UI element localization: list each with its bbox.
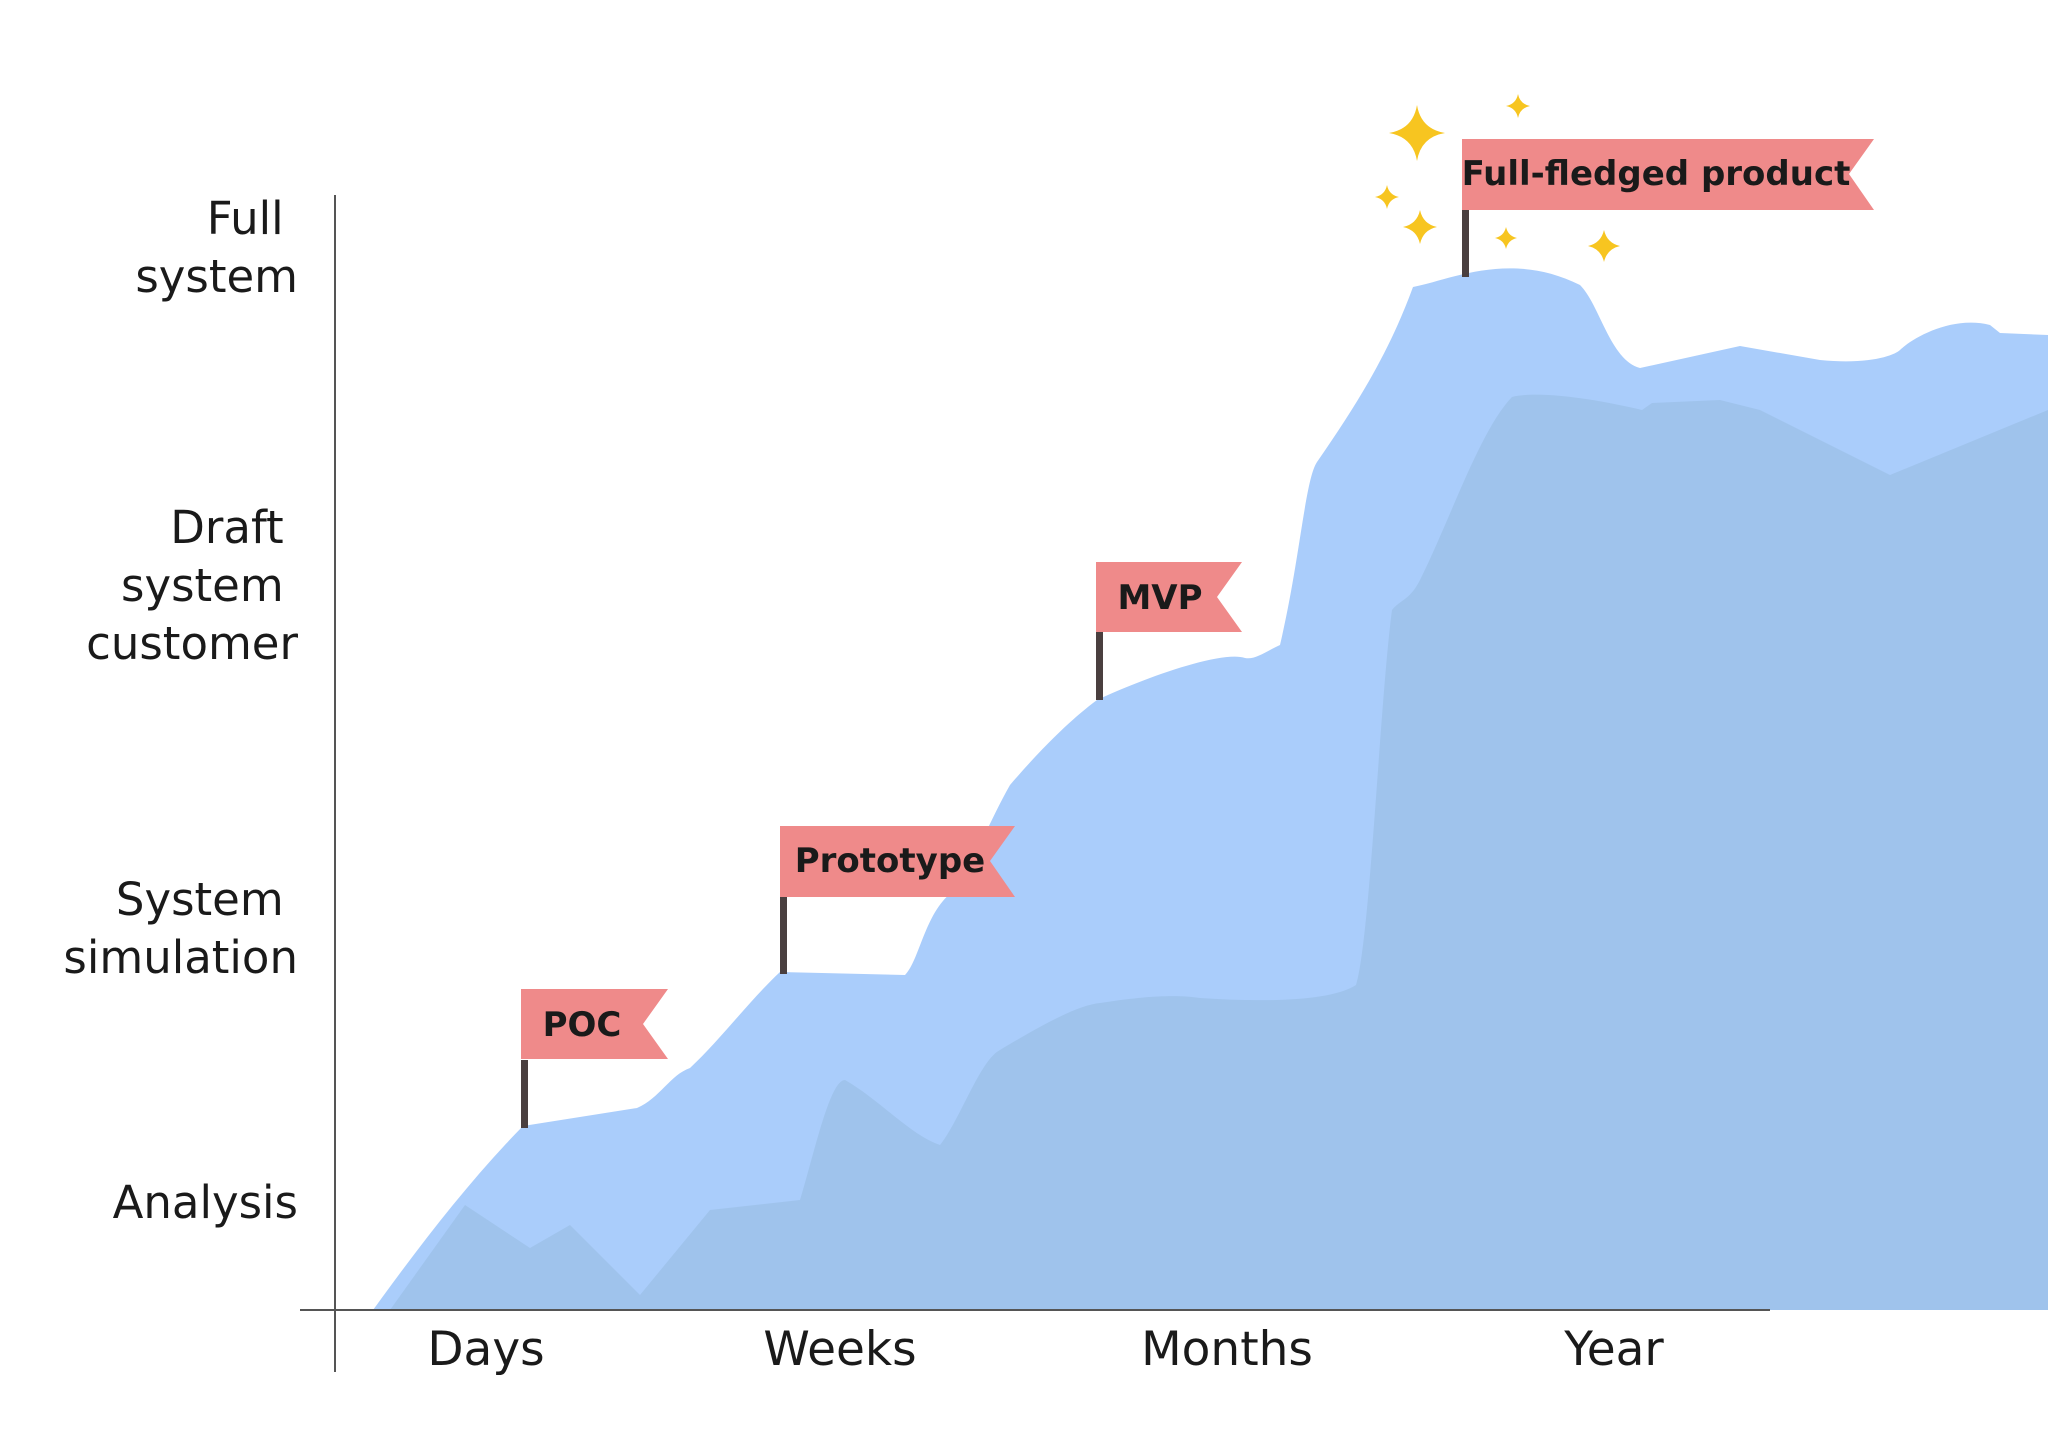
y-label-full-system: Full system (135, 192, 298, 303)
back-area (390, 394, 2048, 1310)
milestone-mvp: MVP (1096, 562, 1242, 700)
x-label-year: Year (1563, 1322, 1664, 1377)
flag-icon (1462, 139, 1874, 210)
sparkles (1375, 94, 1620, 262)
sparkle-icon (1375, 185, 1399, 209)
flag-pole (521, 1060, 528, 1128)
sparkle-icon (1403, 210, 1437, 244)
y-label-draft-system-customer: Draft system customer (86, 501, 298, 670)
flag-pole (1462, 209, 1469, 277)
sparkle-icon (1588, 230, 1620, 262)
x-label-days: Days (427, 1322, 544, 1377)
milestone-label-poc: POC (543, 1005, 622, 1045)
milestone-label-prototype: Prototype (795, 841, 985, 881)
flag-pole (780, 897, 787, 974)
flag-pole (1096, 632, 1103, 700)
x-label-weeks: Weeks (763, 1322, 916, 1377)
flag-icon (521, 989, 668, 1059)
flag-icon (1096, 562, 1242, 632)
milestone-poc: POC (521, 989, 668, 1128)
flag-icon (780, 826, 1015, 897)
milestone-prototype: Prototype (780, 826, 1015, 974)
y-label-analysis: Analysis (113, 1176, 298, 1229)
sparkle-icon (1389, 105, 1445, 161)
sparkle-icon (1506, 94, 1530, 118)
milestone-label-mvp: MVP (1117, 578, 1202, 618)
milestone-full-fledged-product: Full-fledged product (1462, 139, 1874, 277)
x-label-months: Months (1141, 1322, 1313, 1377)
milestone-label-full-fledged-product: Full-fledged product (1462, 154, 1851, 194)
sparkle-icon (1495, 227, 1517, 249)
y-label-system-simulation: System simulation (63, 873, 298, 984)
